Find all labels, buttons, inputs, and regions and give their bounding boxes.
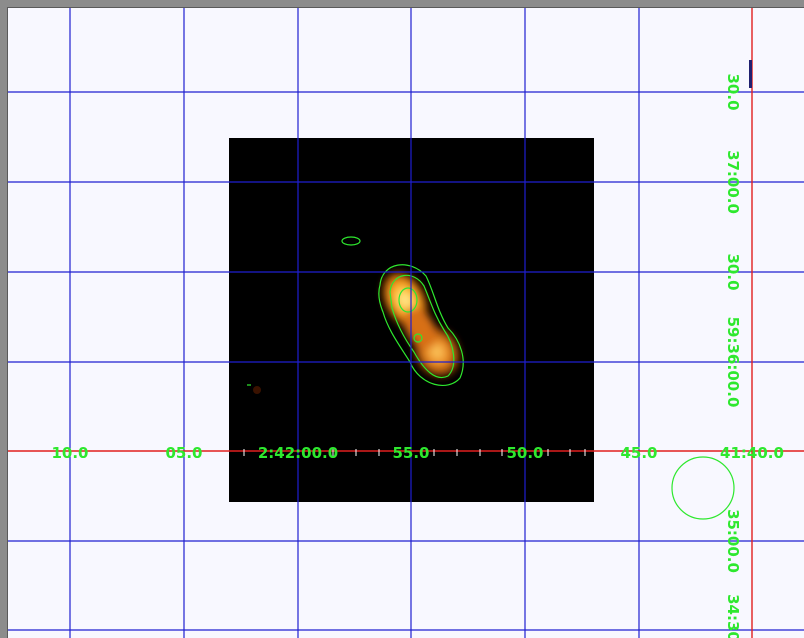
ra-label: 2:42:00.0 [258,444,338,462]
ra-label: 41:40.0 [720,444,784,462]
ra-labels: 10.0 05.0 2:42:00.0 55.0 50.0 45.0 41:40… [51,444,783,462]
faint-spot [253,386,261,394]
ra-label: 10.0 [51,444,88,462]
coordinate-grid [8,8,804,638]
dec-label: 30.0 [724,73,742,110]
dec-label: 59:36:00.0 [724,317,742,408]
contour-set [247,236,735,520]
dec-label: 35:00.0 [724,509,742,573]
axis-lines [8,8,804,638]
ra-label: 05.0 [165,444,202,462]
dec-label: 34:30 [724,594,742,638]
ra-ticks [243,449,586,456]
top-frame-border [0,0,804,8]
dec-label: 37:00.0 [724,150,742,214]
ra-label: 45.0 [620,444,657,462]
ra-label: 50.0 [506,444,543,462]
ra-label: 55.0 [392,444,429,462]
dec-labels: 30.0 37:00.0 30.0 59:36:00.0 35:00.0 34:… [724,73,742,638]
dec-label: 30.0 [724,253,742,290]
cursor-marker [749,60,752,88]
left-frame-border[interactable] [0,7,8,638]
